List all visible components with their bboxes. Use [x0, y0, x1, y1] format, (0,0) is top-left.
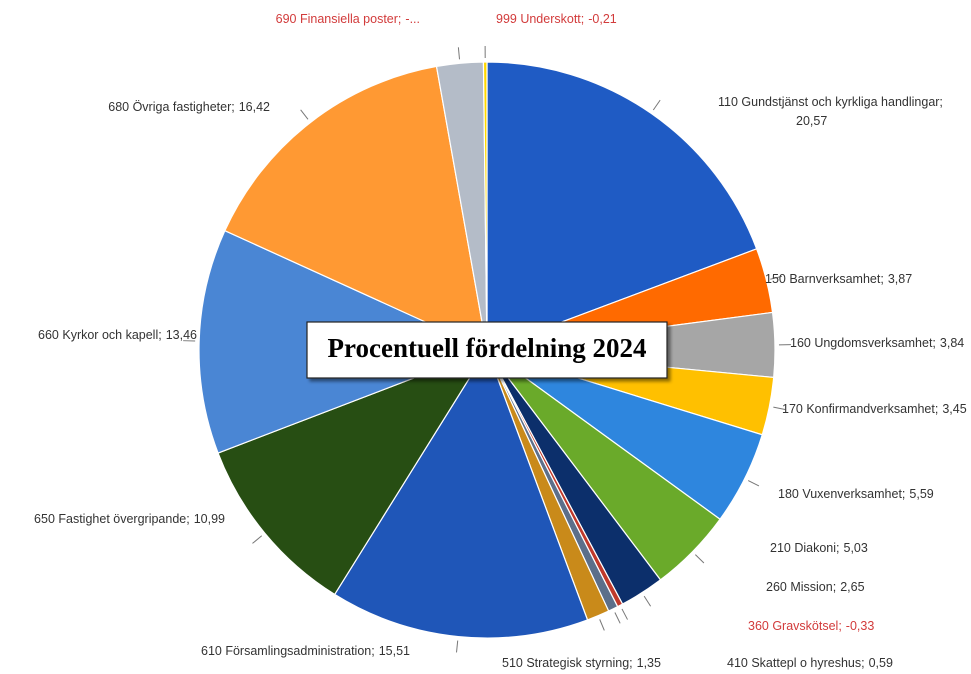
data-label: 260 Mission; 2,65 — [766, 580, 865, 594]
label-value: -0,21 — [588, 12, 617, 26]
labels: 110 Gundstjänst och kyrkliga handlingar;… — [34, 12, 967, 670]
label-name: 160 Ungdomsverksamhet; — [790, 336, 936, 350]
data-label: 170 Konfirmandverksamhet; 3,45 — [782, 402, 967, 416]
label-value: 1,35 — [637, 656, 661, 670]
data-label: 210 Diakoni; 5,03 — [770, 541, 868, 555]
label-value: 3,84 — [940, 336, 964, 350]
label-value: 10,99 — [194, 512, 225, 526]
label-name: 180 Vuxenverksamhet; — [778, 487, 905, 501]
label-name: 210 Diakoni; — [770, 541, 840, 555]
data-label: 510 Strategisk styrning; 1,35 — [502, 656, 661, 670]
label-value: 2,65 — [840, 580, 864, 594]
pie-slice — [333, 348, 589, 639]
label-name: 260 Mission; — [766, 580, 836, 594]
label-value: 15,51 — [379, 644, 410, 658]
leader-line — [300, 109, 309, 120]
leader-line — [252, 535, 263, 544]
label-value: -... — [405, 12, 420, 26]
label-value: 5,03 — [844, 541, 868, 555]
label-value: 13,46 — [166, 328, 197, 342]
leader-line — [652, 99, 661, 111]
data-label: 690 Finansiella poster; -... — [276, 12, 420, 26]
data-label: 660 Kyrkor och kapell; 13,46 — [38, 328, 197, 342]
label-name: 110 Gundstjänst och kyrkliga handlingar; — [718, 95, 943, 109]
label-name: 510 Strategisk styrning; — [502, 656, 633, 670]
leader-line — [747, 480, 760, 487]
data-label: 180 Vuxenverksamhet; 5,59 — [778, 487, 934, 501]
label-name: 150 Barnverksamhet; — [765, 272, 884, 286]
title-box — [306, 321, 668, 379]
label-name: 999 Underskott; — [496, 12, 584, 26]
pie-slice — [224, 65, 488, 352]
leader-line — [457, 47, 461, 60]
data-label: 410 Skattepl o hyreshus; 0,59 — [727, 656, 893, 670]
pie-slice — [486, 61, 758, 351]
label-name: 170 Konfirmandverksamhet; — [782, 402, 938, 416]
leader-line — [770, 275, 783, 280]
leader-line — [643, 595, 652, 607]
label-value: 20,57 — [796, 114, 827, 128]
data-label: 650 Fastighet övergripande; 10,99 — [34, 512, 225, 526]
label-name: 690 Finansiella poster; — [276, 12, 402, 26]
label-value: 16,42 — [239, 100, 270, 114]
data-label: 110 Gundstjänst och kyrkliga handlingar;… — [718, 95, 943, 128]
label-name: 610 Församlingsadministration; — [201, 644, 375, 658]
label-name: 360 Gravskötsel; — [748, 619, 842, 633]
data-label: 160 Ungdomsverksamhet; 3,84 — [790, 336, 964, 350]
label-name: 410 Skattepl o hyreshus; — [727, 656, 865, 670]
label-name: 660 Kyrkor och kapell; — [38, 328, 162, 342]
data-label: 150 Barnverksamhet; 3,87 — [765, 272, 912, 286]
label-value: 3,87 — [888, 272, 912, 286]
label-value: 5,59 — [909, 487, 933, 501]
pie-slice — [482, 61, 488, 351]
label-name: 680 Övriga fastigheter; — [108, 100, 234, 114]
data-label: 360 Gravskötsel; -0,33 — [748, 619, 874, 633]
chart-title: Procentuell fördelning 2024 — [328, 333, 647, 363]
leader-line — [621, 608, 628, 620]
leader-line — [456, 640, 459, 653]
leader-line — [614, 612, 621, 624]
data-label: 610 Församlingsadministration; 15,51 — [201, 644, 410, 658]
leader-line — [599, 619, 605, 631]
label-value: -0,33 — [846, 619, 875, 633]
label-value: 3,45 — [942, 402, 966, 416]
label-value: 0,59 — [869, 656, 893, 670]
leader-line — [773, 406, 786, 411]
data-label: 680 Övriga fastigheter; 16,42 — [108, 100, 270, 114]
label-name: 650 Fastighet övergripande; — [34, 512, 190, 526]
pie-slice — [217, 348, 489, 596]
data-label: 999 Underskott; -0,21 — [496, 12, 617, 26]
leader-line — [695, 554, 705, 564]
